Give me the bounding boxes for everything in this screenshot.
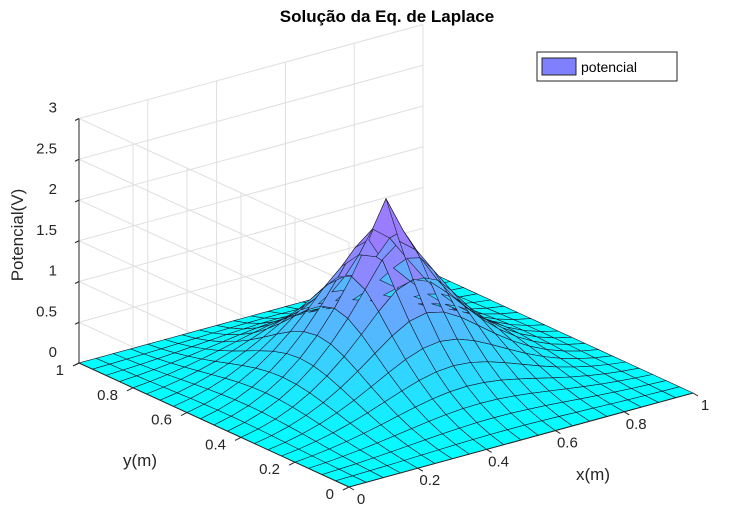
x-tick-label: 1 [701,397,709,414]
tick-labels: 00.511.522.5300.20.40.60.8100.20.40.60.8… [36,100,709,509]
z-tick-label: 2.5 [36,140,57,157]
y-tick [72,362,80,367]
x-tick-label: 0.2 [419,472,440,489]
y-tick [126,387,134,392]
z-tick [74,321,80,325]
x-tick-label: 0.4 [488,453,509,470]
y-tick-label: 0.6 [151,412,172,429]
x-tick [348,486,355,491]
chart-title: Solução da Eq. de Laplace [280,7,494,26]
legend: potencial [536,51,678,82]
z-tick-label: 2 [49,181,57,198]
y-tick-label: 0.8 [97,387,118,404]
legend-label: potencial [581,59,637,75]
axis-line [78,362,350,488]
x-tick [555,430,561,435]
y-tick [180,412,188,417]
x-tick-label: 0 [357,491,365,508]
y-tick [342,486,350,491]
y-axis-label: y(m) [123,451,157,470]
x-tick [623,411,630,416]
z-tick [74,240,80,244]
x-tick [417,467,424,472]
y-tick-label: 0.2 [259,461,280,478]
x-tick-label: 0.6 [557,435,578,452]
y-tick [234,436,242,441]
x-tick [692,392,699,397]
surface-mesh [78,197,694,488]
y-tick-label: 1 [56,362,64,379]
x-axis-label: x(m) [576,465,610,484]
z-tick-label: 0.5 [36,303,57,320]
z-tick-label: 0 [49,344,57,361]
wall-gridline [77,24,424,243]
x-tick-label: 0.8 [626,416,647,433]
axis-line [348,392,694,488]
z-tick [74,158,80,162]
z-axis-label: Potencial(V) [8,189,27,282]
y-tick-label: 0.4 [205,436,226,453]
z-tick [74,281,80,284]
y-tick [288,461,296,466]
z-tick [74,199,80,203]
z-tick [74,118,80,121]
y-tick-label: 0 [326,486,334,503]
z-tick-label: 3 [49,100,57,117]
x-tick [486,448,492,453]
z-tick-label: 1.5 [36,222,57,239]
z-tick-label: 1 [49,263,57,280]
legend-swatch [541,57,577,76]
